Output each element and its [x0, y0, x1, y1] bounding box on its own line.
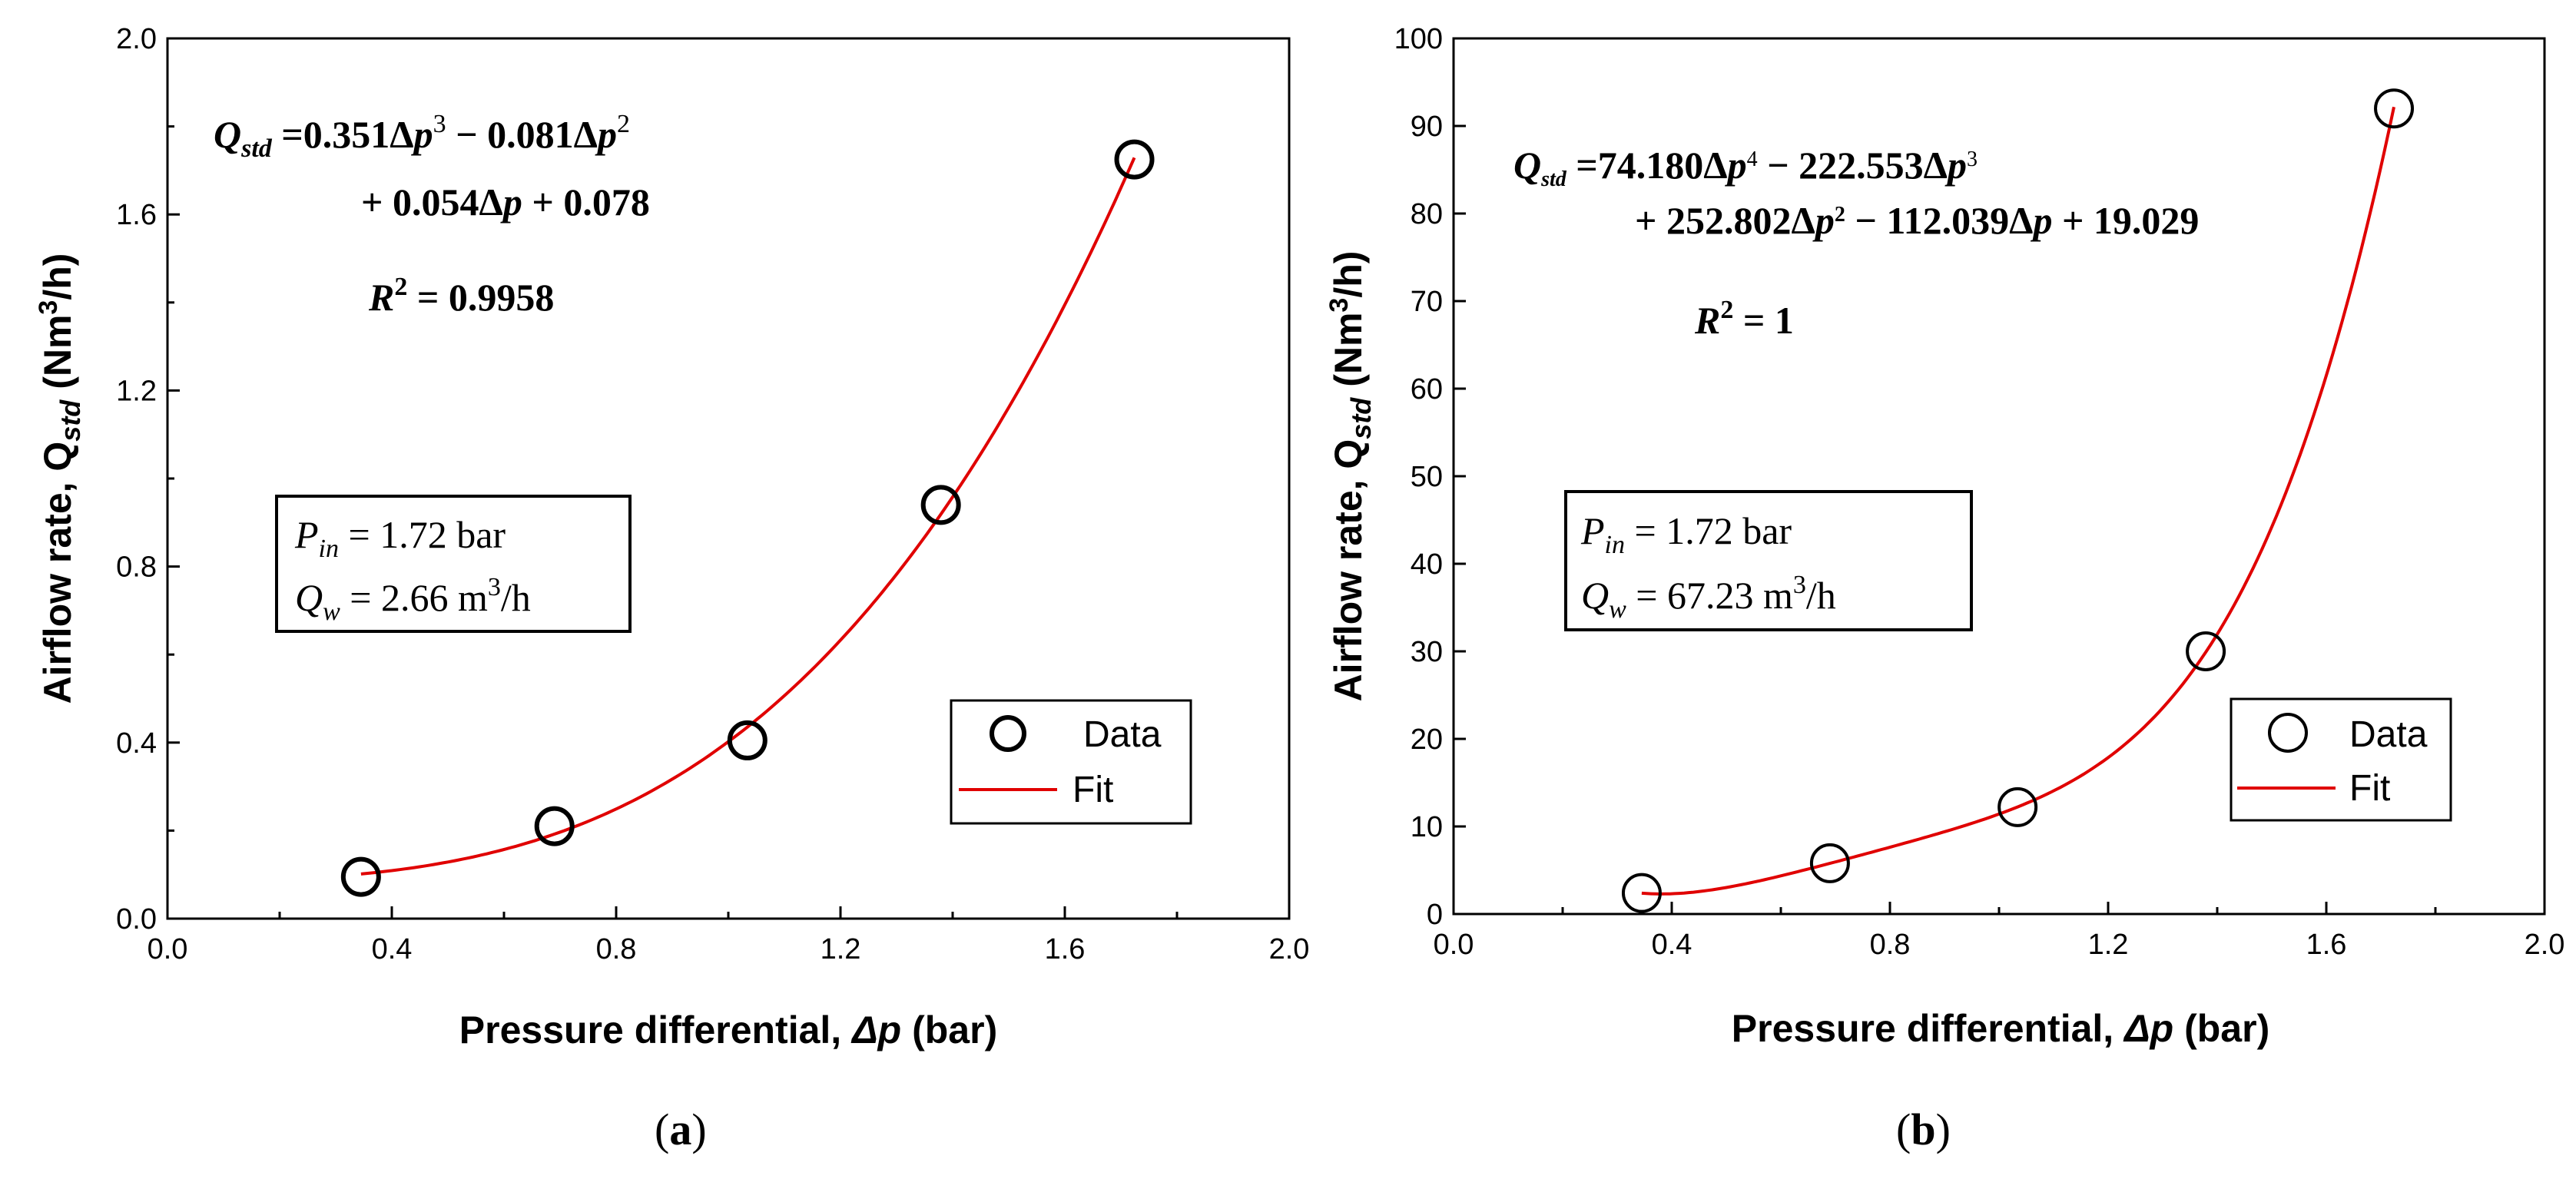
chart-a-x-tick-label: 1.2: [821, 933, 861, 965]
chart-b-data-point: [2186, 631, 2226, 671]
chart-b-pin: Pin = 1.72 bar: [1580, 509, 1792, 559]
chart-a-legend-fit-label: Fit: [1073, 770, 1113, 810]
chart-a-y-label-unit: (Nm: [36, 315, 79, 400]
chart-a-y-tick-label: 0.4: [116, 727, 157, 760]
chart-a-legend-data-marker: [990, 715, 1026, 752]
chart-b-y-tick-label: 70: [1411, 286, 1443, 318]
chart-b-legend-data-label: Data: [2349, 714, 2428, 755]
chart-a-x-tick-label: 0.4: [372, 933, 413, 965]
chart-a-legend-data-label: Data: [1083, 714, 1162, 755]
chart-a-equation-line2: + 0.054Δp + 0.078: [361, 180, 650, 224]
chart-b-y-tick-label: 50: [1411, 461, 1443, 493]
chart-a-panel-label: (a): [655, 1104, 707, 1154]
chart-b-equation-line2: + 252.802Δp2 − 112.039Δp + 19.029: [1635, 199, 2199, 242]
chart-b-panel-label: (b): [1896, 1104, 1951, 1154]
chart-a-x-axis-label: Pressure differential, Δp (bar): [459, 1008, 997, 1051]
chart-a-x-tick-label: 1.6: [1045, 933, 1086, 965]
chart-b-y-tick-label: 40: [1411, 548, 1443, 581]
chart-b-parameter-box: [1564, 490, 1973, 631]
chart-a-data-point: [920, 485, 961, 525]
chart-b-equation-line1: Qstd =74.180Δp4 − 222.553Δp3: [1513, 144, 1978, 191]
chart-b-tick-labels: 0.0 0.4 0.8 1.2 1.6 2.0 0 10 20 30 40 50 60 70 80 90 100: [1394, 23, 2565, 961]
chart-b-y-tick-label: 100: [1394, 23, 1443, 55]
chart-b-y-label-unit: (Nm: [1327, 313, 1370, 398]
chart-b-x-tick-label: 0.8: [1870, 929, 1911, 961]
chart-a-x-tick-label: 2.0: [1269, 933, 1310, 965]
chart-b-ticks: [1452, 37, 2546, 916]
chart-a-x-tick-label: 0.8: [596, 933, 637, 965]
chart-b-y-label-sup: 3: [1324, 298, 1354, 313]
chart-b-y-tick-label: 20: [1411, 724, 1443, 756]
chart-a-y-axis-label: Airflow rate, Qstd (Nm3/h): [34, 253, 86, 704]
chart-b-data-point: [1809, 843, 1850, 883]
chart-a-y-label-sup: 3: [34, 300, 63, 315]
chart-b-x-tick-label: 2.0: [2525, 929, 2565, 961]
chart-b-y-tick-label: 10: [1411, 811, 1443, 843]
chart-b-data-point: [1621, 873, 1662, 913]
chart-a-ticks: [166, 37, 1291, 920]
chart-b-y-tick-label: 90: [1411, 111, 1443, 143]
chart-a-fit-line: [360, 157, 1136, 876]
chart-b-qw: Qw = 67.23 m3/h: [1581, 571, 1836, 624]
chart-a-y-tick-label: 0.0: [116, 903, 157, 936]
chart-b-y-tick-label: 80: [1411, 198, 1443, 230]
chart-b-x-tick-label: 0.4: [1652, 929, 1692, 961]
chart-a-y-tick-label: 1.6: [116, 199, 157, 231]
chart-b-legend-data-marker: [2268, 713, 2308, 753]
chart-b-x-tick-label: 0.0: [1434, 929, 1474, 961]
chart-a-x-tick-label: 0.0: [148, 933, 188, 965]
chart-b-data-point: [1997, 787, 2038, 827]
chart-a-y-tick-label: 1.2: [116, 375, 157, 407]
chart-a-data-point: [727, 720, 767, 760]
chart-b-y-tick-label: 30: [1411, 636, 1443, 668]
chart-b-x-axis-label: Pressure differential, Δp (bar): [1732, 1007, 2269, 1050]
chart-b-y-tick-label: 0: [1427, 899, 1443, 931]
chart-b-x-tick-label: 1.2: [2088, 929, 2129, 961]
chart-a-y-label-prefix: Airflow rate, Q: [36, 442, 79, 704]
chart-b: 0.0 0.4 0.8 1.2 1.6 2.0 0 10 20 30 40 50 60 70 80 90 100…: [1324, 23, 2564, 1154]
chart-b-y-label-end: /h): [1327, 251, 1370, 298]
chart-a-data-point: [1114, 139, 1155, 180]
chart-a-data-point: [340, 856, 381, 897]
chart-b-x-tick-label: 1.6: [2306, 929, 2347, 961]
chart-b-legend-fit-label: Fit: [2349, 768, 2390, 809]
chart-a-legend: [950, 699, 1192, 825]
chart-a-qw: Qw = 2.66 m3/h: [295, 573, 531, 626]
chart-a-y-tick-label: 0.8: [116, 551, 157, 584]
chart-b-fit-line: [1641, 106, 2395, 896]
chart-a-y-label-end: /h): [36, 253, 79, 300]
chart-b-data-series: [1621, 88, 2415, 913]
chart-b-y-label-sub: std: [1345, 397, 1377, 439]
chart-a-y-tick-label: 2.0: [116, 23, 157, 55]
chart-b-fit-series: [1641, 106, 2395, 896]
chart-a-data-point: [534, 806, 575, 846]
chart-a-equation-line1: Qstd =0.351Δp3 − 0.081Δp2: [214, 110, 630, 163]
chart-a-data-series: [340, 139, 1155, 897]
chart-b-y-axis-label: Airflow rate, Qstd (Nm3/h): [1324, 251, 1377, 702]
chart-b-y-tick-label: 60: [1411, 373, 1443, 406]
chart-a-parameter-box: [275, 495, 632, 633]
chart-a-pin: Pin = 1.72 bar: [294, 513, 506, 563]
chart-a-y-label-sub: std: [55, 399, 86, 442]
chart-b-legend: [2230, 697, 2452, 822]
chart-b-y-label-prefix: Airflow rate, Q: [1327, 439, 1370, 702]
chart-b-data-point: [2374, 88, 2415, 129]
chart-a-r2: R2 = 0.9958: [368, 273, 554, 319]
chart-b-r2: R2 = 1: [1694, 296, 1794, 342]
chart-a-fit-series: [360, 157, 1136, 876]
chart-a: 0.0 0.4 0.8 1.2 1.6 2.0 0.0 0.4 0.8 1.2 1.6 2.0 Air…: [34, 23, 1309, 1154]
chart-a-tick-labels: 0.0 0.4 0.8 1.2 1.6 2.0 0.0 0.4 0.8 1.2 1.6 2.0: [116, 23, 1309, 965]
